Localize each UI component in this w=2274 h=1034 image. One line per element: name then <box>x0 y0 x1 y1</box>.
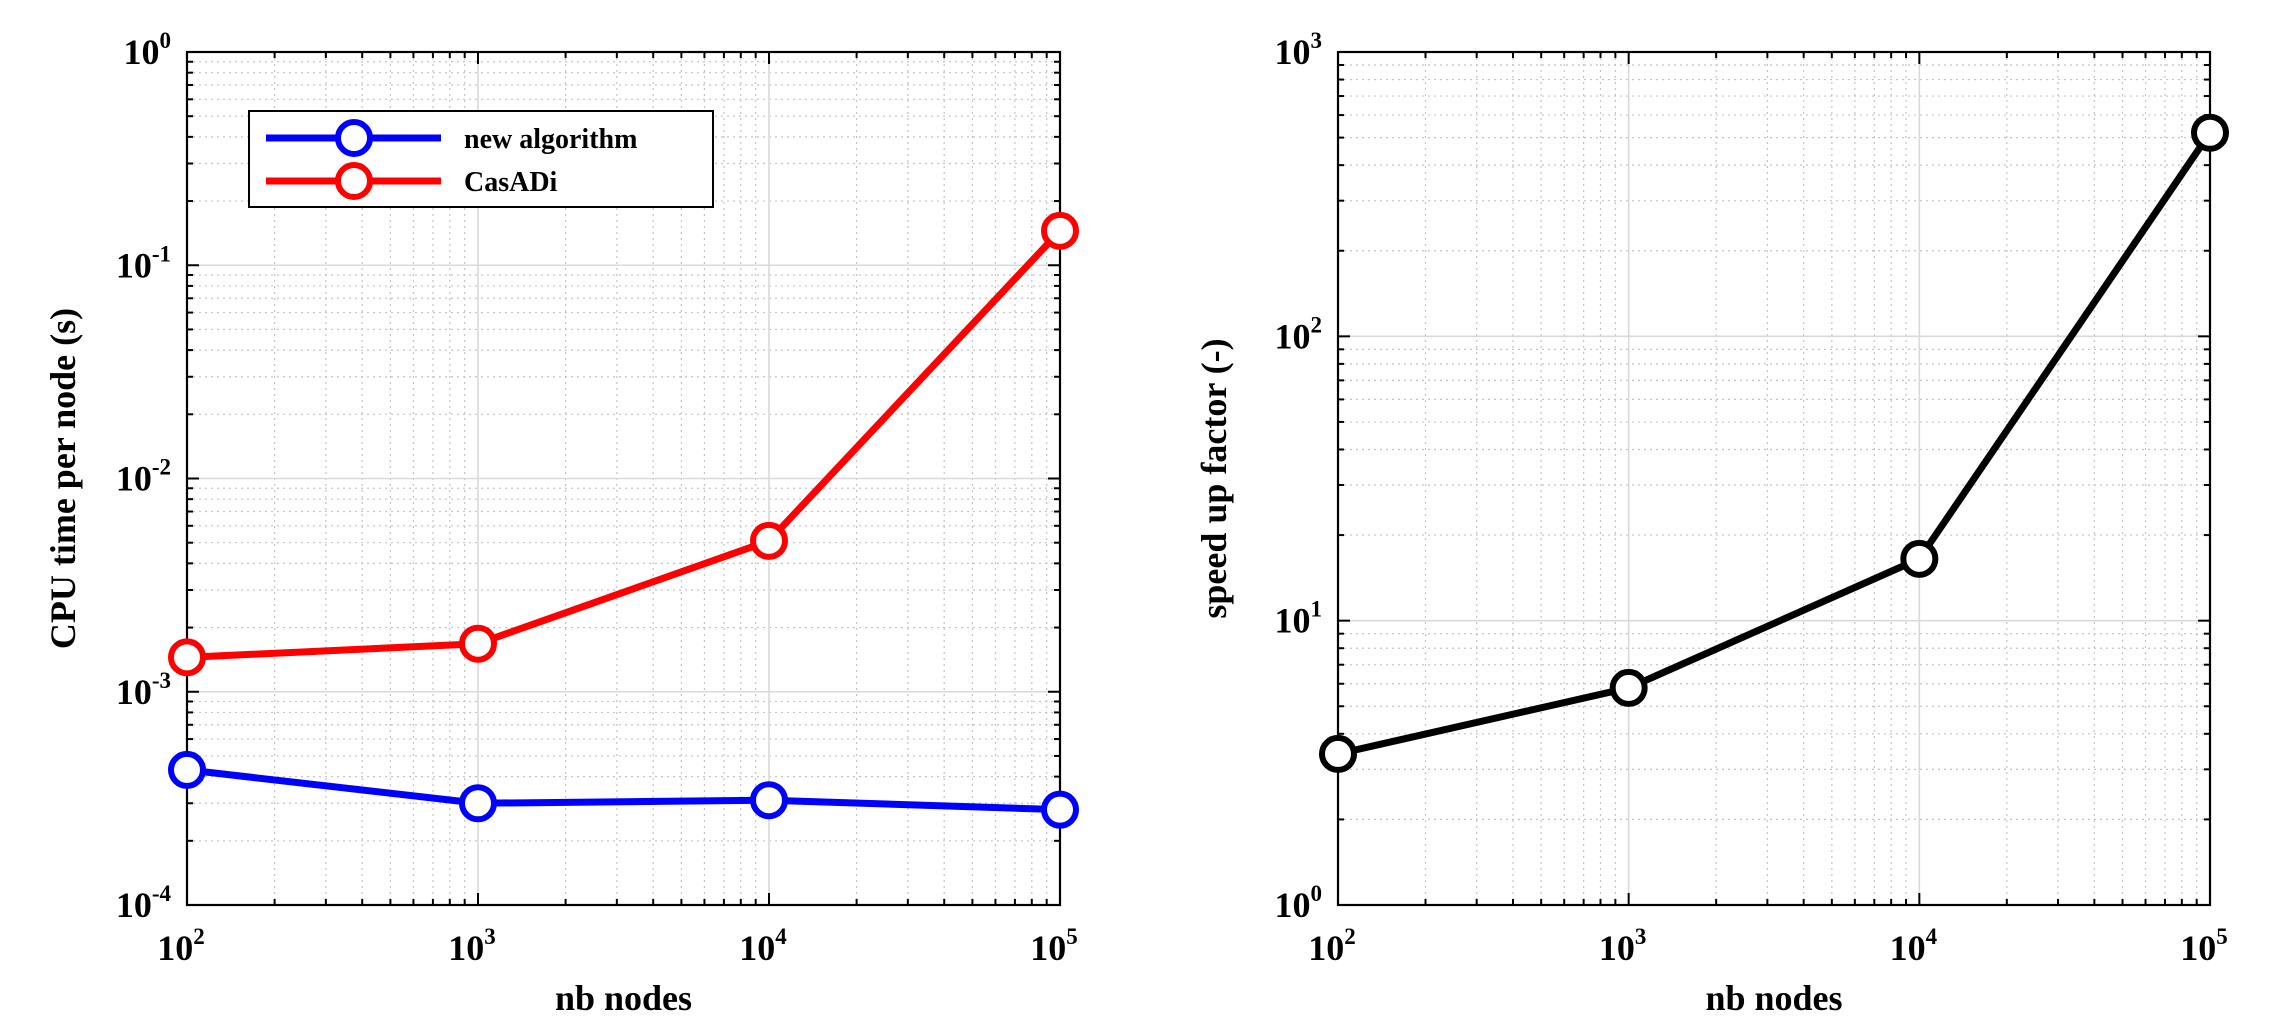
plot-area <box>1338 52 2210 905</box>
data-point <box>1041 790 1079 829</box>
y-tick-label: 100 <box>124 28 172 72</box>
y-tick-label: 10-2 <box>116 455 171 499</box>
y-tick-label: 100 <box>1275 881 1323 925</box>
y-tick-label: 102 <box>1275 312 1323 356</box>
grid <box>186 51 1061 906</box>
x-tick-label: 105 <box>2180 924 2228 968</box>
data-point <box>459 624 497 663</box>
legend-item: CasADi <box>266 162 558 200</box>
y-tick-label: 103 <box>1275 28 1323 72</box>
legend-marker <box>335 119 373 157</box>
y-tick-label: 10-3 <box>116 668 171 712</box>
x-tick-label: 104 <box>1890 924 1938 968</box>
y-tick-label: 10-4 <box>116 881 172 925</box>
x-tick-label: 103 <box>1599 924 1647 968</box>
x-axis-title: nb nodes <box>1705 978 1842 1018</box>
data-point <box>1319 734 1357 773</box>
data-point <box>2191 113 2229 152</box>
x-tick-label: 105 <box>1030 924 1078 968</box>
data-point <box>168 638 206 677</box>
legend-marker <box>335 162 373 200</box>
y-axis-title: speed up factor (-) <box>1194 338 1234 618</box>
speedup-chart: 102 103 104 105 100 101 102 103 nb nodes speed up… <box>1194 28 2229 1018</box>
axes-frame <box>1336 50 2212 907</box>
x-tick-label: 102 <box>1308 924 1356 968</box>
y-axis-title: CPU time per node (s) <box>43 308 83 649</box>
legend-box <box>248 110 714 208</box>
series-line <box>183 227 1064 661</box>
series-line <box>1334 129 2214 758</box>
axes-frame <box>185 50 1062 907</box>
data-point <box>1900 539 1939 578</box>
legend-item: new algorithm <box>266 119 637 157</box>
series-0 <box>1319 113 2229 773</box>
legend: new algorithm CasADi <box>248 110 714 208</box>
y-tick-label: 10-1 <box>116 241 171 285</box>
x-tick-label: 103 <box>448 924 496 968</box>
data-point <box>168 750 206 789</box>
legend-label: new algorithm <box>464 124 637 155</box>
data-point <box>750 781 788 820</box>
y-tick-label: 101 <box>1275 597 1323 641</box>
x-axis-title: nb nodes <box>555 978 692 1018</box>
x-tick-label: 102 <box>157 924 205 968</box>
series-line <box>183 766 1064 814</box>
data-point <box>1609 668 1648 707</box>
series-0 <box>168 750 1079 829</box>
data-point <box>750 521 788 560</box>
data-point <box>459 784 497 823</box>
x-tick-label: 104 <box>739 924 787 968</box>
legend-label: CasADi <box>464 167 558 198</box>
cpu-time-chart: 102 103 104 105 10-4 10-3 10-2 10-1 100 nb nodes C… <box>43 28 1079 1018</box>
series-1 <box>168 211 1079 677</box>
data-point <box>1041 211 1079 250</box>
